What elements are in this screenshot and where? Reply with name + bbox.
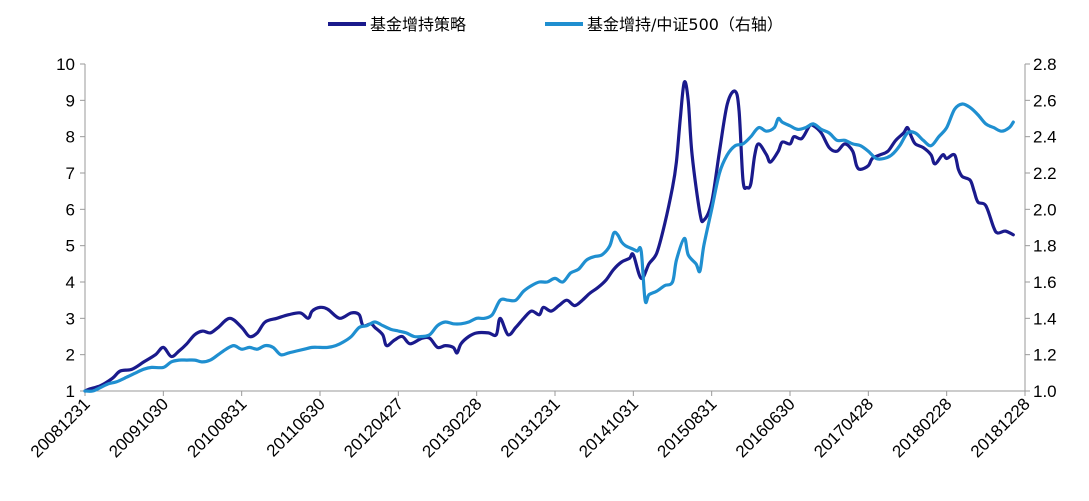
legend-label-series-1: 基金增持策略 [370, 15, 466, 34]
y-left-tick-label: 7 [66, 164, 75, 183]
y-right-tick-label: 2.6 [1033, 91, 1057, 110]
y-left-tick-label: 1 [66, 382, 75, 401]
x-tick-label: 20130228 [419, 394, 486, 461]
x-tick-label: 20180228 [889, 394, 956, 461]
y-right-tick-label: 1.8 [1033, 237, 1057, 256]
y-right-tick-label: 1.4 [1033, 309, 1057, 328]
y-left-tick-label: 5 [66, 237, 75, 256]
x-tick-label: 20150831 [654, 394, 721, 461]
series-line-1 [83, 79, 1015, 393]
series-line-2 [83, 102, 1015, 393]
y-right-tick-label: 2.2 [1033, 164, 1057, 183]
legend: 基金增持策略 基金增持/中证500（右轴） [328, 15, 783, 34]
y-right-tick-label: 1.2 [1033, 346, 1057, 365]
y-left-tick-label: 6 [66, 200, 75, 219]
y-right-tick-label: 1.0 [1033, 382, 1057, 401]
x-tick-label: 20091030 [105, 394, 172, 461]
x-tick-label: 20160630 [732, 394, 799, 461]
y-right-tick-label: 2.0 [1033, 200, 1057, 219]
y-right-tick-label: 1.6 [1033, 273, 1057, 292]
y-left-tick-label: 3 [66, 309, 75, 328]
x-tick-label: 20081231 [27, 394, 94, 461]
x-tick-label: 20181228 [967, 394, 1034, 461]
axes: 1 2 3 4 5 6 7 8 9 10 1.0 1.2 1.4 1.6 1.8 2.0 2.2 2.4 2.6 2.… [27, 55, 1057, 461]
y-right-tick-label: 2.8 [1033, 55, 1057, 74]
y-right-tick-label: 2.4 [1033, 128, 1057, 147]
y-left-tick-label: 8 [66, 128, 75, 147]
x-tick-label: 20131231 [497, 394, 564, 461]
x-tick-label: 20120427 [340, 394, 407, 461]
series-layer [83, 79, 1015, 393]
y-left-tick-label: 2 [66, 346, 75, 365]
x-tick-label: 20141031 [575, 394, 642, 461]
legend-label-series-2: 基金增持/中证500（右轴） [587, 15, 783, 34]
x-tick-label: 20170428 [810, 394, 877, 461]
x-tick-label: 20100831 [184, 394, 251, 461]
y-left-tick-label: 4 [66, 273, 75, 292]
y-left-tick-label: 10 [56, 55, 75, 74]
y-left-tick-label: 9 [66, 91, 75, 110]
x-tick-label: 20110630 [263, 394, 329, 460]
